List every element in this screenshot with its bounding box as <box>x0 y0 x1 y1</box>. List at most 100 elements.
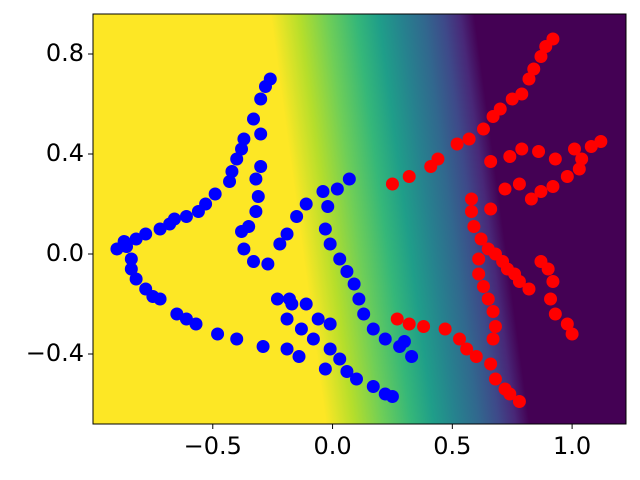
scatter-point <box>488 372 502 386</box>
scatter-point <box>385 390 399 403</box>
scatter-point <box>438 322 452 336</box>
scatter-point <box>256 340 270 353</box>
scatter-point <box>280 342 294 356</box>
scatter-point <box>340 365 354 378</box>
scatter-point <box>484 357 498 371</box>
scatter-point <box>294 322 308 336</box>
scatter-point <box>299 197 313 211</box>
scatter-point <box>515 87 529 101</box>
x-tick-label: −0.5 <box>184 432 242 460</box>
scatter-point <box>594 135 608 148</box>
scatter-point <box>512 275 526 288</box>
scatter-point <box>208 187 222 201</box>
scatter-point <box>467 220 481 233</box>
scatter-point <box>390 312 404 326</box>
scatter-point <box>189 317 203 331</box>
scatter-point <box>170 307 184 321</box>
scatter-point <box>235 142 249 156</box>
scatter-point <box>163 217 177 231</box>
scatter-point <box>512 395 526 408</box>
scatter-point <box>299 297 313 311</box>
scatter-point <box>323 342 337 356</box>
scatter-point <box>249 205 263 218</box>
scatter-point <box>548 307 562 321</box>
scatter-point <box>397 335 411 348</box>
scatter-point <box>476 280 490 293</box>
scatter-point <box>237 242 251 256</box>
scatter-point <box>486 305 500 318</box>
scatter-point <box>450 137 464 151</box>
scatter-point <box>464 192 478 206</box>
scatter-point <box>352 292 366 306</box>
scatter-point <box>541 262 555 276</box>
scatter-point <box>503 387 517 401</box>
scatter-point <box>546 275 560 288</box>
x-tick-label: 0.5 <box>433 432 471 460</box>
scatter-point <box>254 127 268 141</box>
scatter-point <box>246 255 260 268</box>
scatter-point <box>565 327 579 341</box>
scatter-point <box>153 222 167 236</box>
scatter-point <box>584 140 598 153</box>
scatter-point <box>333 352 347 366</box>
scatter-point <box>453 332 467 346</box>
scatter-point <box>534 185 548 198</box>
scatter-point <box>179 210 193 223</box>
scatter-point <box>280 312 294 326</box>
scatter-point <box>484 155 498 168</box>
scatter-point <box>330 182 344 196</box>
scatter-point <box>484 202 498 216</box>
scatter-point <box>223 175 237 188</box>
scatter-point <box>512 177 526 191</box>
scatter-point <box>230 332 244 346</box>
scatter-point <box>417 320 431 333</box>
scatter-point <box>179 312 193 326</box>
scatter-point <box>527 62 541 76</box>
scatter-point <box>431 152 445 166</box>
scatter-point <box>534 50 548 63</box>
scatter-point <box>273 237 287 251</box>
scatter-point <box>486 332 500 346</box>
scatter-point <box>306 332 320 346</box>
scatter-point <box>316 185 330 198</box>
scatter-point <box>251 190 265 203</box>
scatter-point <box>347 277 361 291</box>
scatter-point <box>311 312 325 326</box>
scatter-point <box>258 80 272 93</box>
scatter-point <box>546 180 560 193</box>
scatter-point <box>350 372 364 386</box>
scatter-point <box>567 142 581 156</box>
scatter-point <box>378 332 392 346</box>
scatter-point <box>572 162 586 176</box>
scatter-point <box>246 112 260 126</box>
scatter-point <box>120 240 134 253</box>
y-tick-label: 0.8 <box>46 39 84 67</box>
scatter-point <box>254 160 268 173</box>
scatter-point <box>280 227 294 241</box>
scatter-point <box>402 170 416 183</box>
scatter-point <box>472 252 486 266</box>
scatter-point <box>488 320 502 333</box>
scatter-point <box>225 165 239 178</box>
scatter-point <box>129 272 143 286</box>
scatter-point <box>230 152 244 166</box>
y-tick-label: 0.4 <box>46 139 84 167</box>
scatter-point <box>129 232 143 246</box>
scatter-point <box>464 205 478 218</box>
scatter-point <box>405 350 419 363</box>
scatter-point <box>124 252 138 266</box>
x-tick-label: 0.0 <box>313 432 351 460</box>
scatter-point <box>481 292 495 306</box>
scatter-point <box>503 150 517 163</box>
scatter-point <box>153 292 167 306</box>
scatter-point <box>472 267 486 281</box>
scatter-point <box>282 292 296 306</box>
scatter-point <box>270 292 284 306</box>
scatter-point <box>575 152 589 166</box>
scatter-point <box>254 92 268 106</box>
scatter-point <box>462 132 476 146</box>
scatter-point <box>261 257 275 271</box>
scatter-point <box>548 152 562 166</box>
scatter-point <box>486 110 500 123</box>
